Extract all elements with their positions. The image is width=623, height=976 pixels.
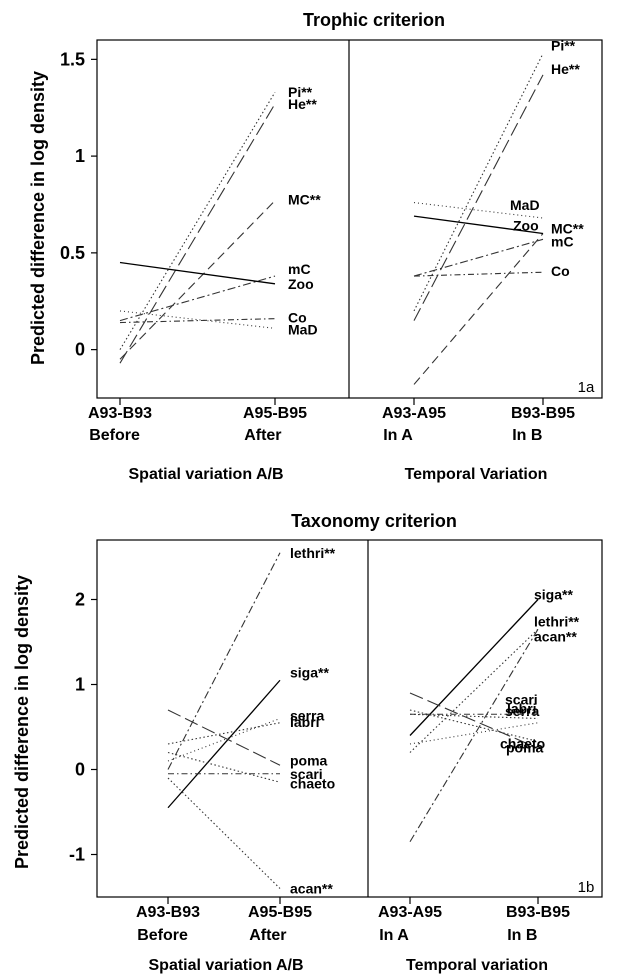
series-label: MC** — [551, 221, 584, 237]
x-tick-sublabel: In B — [512, 427, 542, 444]
series-line-spatial — [119, 261, 276, 285]
series-label: labri — [290, 714, 320, 730]
series-label: acan** — [534, 628, 577, 644]
x-group-label-temporal: Temporal variation — [406, 957, 548, 974]
series-line-spatial — [167, 709, 281, 766]
series-label: Co — [288, 310, 307, 326]
series-label: He** — [551, 61, 580, 77]
x-tick-label: A93-A95 — [378, 904, 442, 921]
series-label: scari — [505, 691, 538, 707]
x-tick-sublabel: After — [249, 927, 286, 944]
series-label: chaeto — [500, 735, 545, 751]
y-tick-label: 2 — [75, 590, 85, 610]
x-tick-sublabel: In A — [383, 427, 413, 444]
series-line-temporal — [409, 599, 539, 736]
series-label: poma — [506, 739, 544, 755]
series-label: Pi** — [551, 38, 576, 54]
series-label: mC — [288, 261, 311, 277]
series-label: Pi** — [288, 84, 313, 100]
x-group-label-spatial: Spatial variation A/B — [149, 957, 304, 974]
series-line-temporal — [409, 722, 539, 745]
panel-taxonomy: Taxonomy criterion Predicted difference … — [12, 511, 603, 974]
series-line-temporal — [409, 713, 539, 720]
series-label: Co — [551, 263, 570, 279]
series-line-temporal — [413, 271, 544, 277]
series-line-temporal — [413, 238, 544, 277]
x-tick-sublabel: In A — [379, 927, 409, 944]
x-tick-label: B93-B95 — [511, 405, 575, 422]
series-label: chaeto — [290, 775, 335, 791]
y-axis-label: Predicted difference in log density — [12, 575, 32, 869]
series-label: serra — [290, 708, 324, 724]
x-group-label-spatial: Spatial variation A/B — [129, 466, 284, 483]
x-group-label-temporal: Temporal Variation — [405, 466, 548, 483]
x-tick-label: B93-B95 — [506, 904, 570, 921]
series-line-spatial — [167, 679, 281, 809]
series-label: scari — [290, 766, 323, 782]
series-label: siga** — [290, 664, 329, 680]
panel-trophic: Trophic criterion Predicted difference i… — [28, 10, 603, 483]
x-tick-sublabel: After — [244, 427, 281, 444]
series-line-spatial — [167, 777, 281, 889]
x-tick-label: A93-A95 — [382, 405, 446, 422]
plot-frame — [96, 539, 603, 898]
series-line-spatial — [167, 552, 281, 770]
series-line-spatial — [119, 200, 276, 360]
y-tick-label: 1 — [75, 146, 85, 166]
series-label: mC — [551, 233, 574, 249]
x-tick-label: A93-B93 — [88, 405, 152, 422]
series-line-temporal — [409, 692, 539, 749]
series-label: Zoo — [513, 218, 539, 234]
x-tick-label: A93-B93 — [136, 904, 200, 921]
series-line-temporal — [413, 202, 544, 219]
y-axis-label: Predicted difference in log density — [28, 71, 48, 365]
series-line-temporal — [413, 233, 544, 385]
series-line-temporal — [409, 628, 539, 753]
series-label: poma — [290, 752, 328, 768]
panel-tag: 1a — [578, 379, 595, 396]
y-tick-label: 0.5 — [60, 243, 85, 263]
series-label: lethri** — [534, 613, 580, 629]
y-tick-label: 1.5 — [60, 49, 85, 69]
chart-title: Trophic criterion — [303, 10, 445, 30]
series-line-temporal — [409, 628, 539, 843]
series-label: MC** — [288, 192, 321, 208]
x-tick-label: A95-B95 — [243, 405, 307, 422]
series-line-spatial — [119, 318, 276, 324]
series-label: acan** — [290, 881, 333, 897]
y-tick-label: -1 — [69, 845, 85, 865]
series-line-spatial — [167, 751, 281, 783]
series-line-spatial — [119, 275, 276, 322]
series-label: labri — [507, 701, 537, 717]
x-tick-label: A95-B95 — [248, 904, 312, 921]
series-line-spatial — [119, 91, 276, 350]
series-line-spatial — [167, 717, 281, 762]
series-label: Zoo — [288, 276, 314, 292]
panel-tag: 1b — [578, 879, 595, 896]
series-label: siga** — [534, 587, 573, 603]
series-label: MaD — [288, 321, 318, 337]
x-tick-sublabel: Before — [137, 927, 188, 944]
chart-title: Taxonomy criterion — [291, 511, 457, 531]
series-label: lethri** — [290, 545, 336, 561]
x-tick-sublabel: Before — [89, 427, 140, 444]
y-tick-label: 1 — [75, 675, 85, 695]
y-tick-label: 0 — [75, 340, 85, 360]
series-label: He** — [288, 96, 317, 112]
x-tick-sublabel: In B — [507, 927, 537, 944]
y-tick-label: 0 — [75, 760, 85, 780]
series-label: MaD — [510, 197, 540, 213]
series-line-temporal — [413, 74, 544, 321]
series-line-spatial — [167, 722, 281, 745]
series-line-spatial — [119, 103, 276, 364]
series-line-temporal — [413, 215, 544, 235]
